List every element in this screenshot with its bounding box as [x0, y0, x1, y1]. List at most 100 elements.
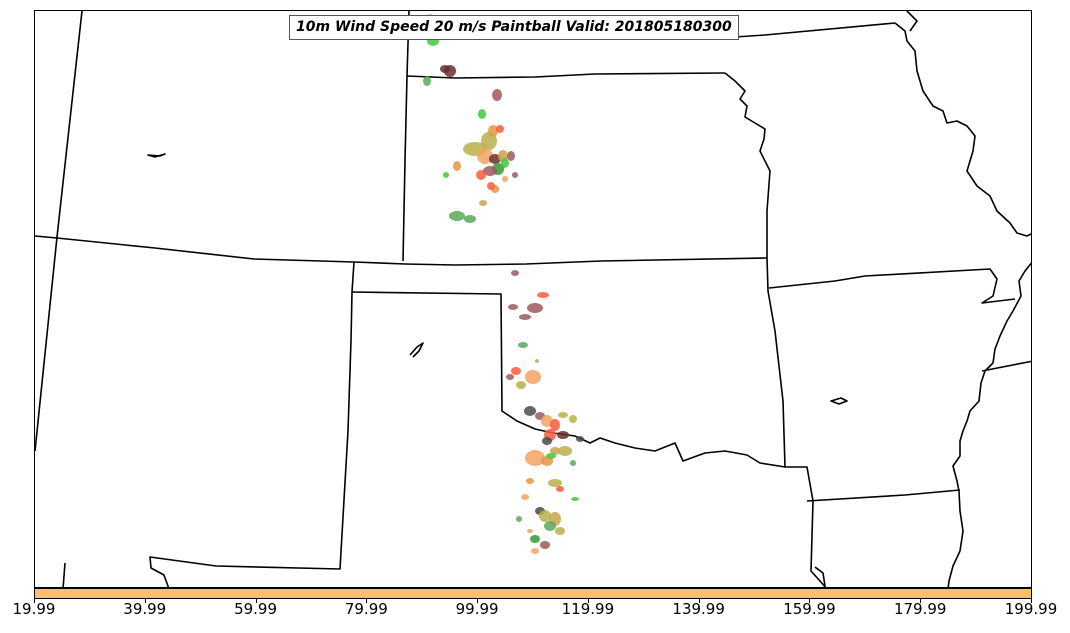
paintball-blob: [544, 521, 556, 531]
boundary-line: [894, 22, 1031, 237]
paintball-blob: [569, 415, 577, 423]
boundary-line: [724, 72, 771, 258]
boundary-line: [768, 268, 1016, 304]
paintball-blob: [540, 541, 550, 549]
colorbar-tick: [255, 599, 257, 603]
paintball-blob: [489, 154, 501, 164]
colorbar: [34, 588, 1032, 599]
paintball-blob: [479, 200, 487, 206]
paintball-blob: [531, 548, 539, 554]
colorbar-tick-label: 179.99: [893, 600, 947, 618]
paintball-blob: [477, 148, 493, 164]
boundary-line: [62, 562, 66, 587]
paintball-blob: [492, 89, 502, 101]
boundary-line: [35, 235, 768, 266]
paintball-blob: [527, 529, 533, 533]
paintball-blob: [542, 437, 552, 445]
boundary-line: [947, 262, 1031, 587]
colorbar-tick-label: 139.99: [672, 600, 725, 618]
paintball-blob: [557, 431, 569, 439]
paintball-blob: [508, 304, 518, 310]
paintball-layer: [422, 14, 584, 554]
paintball-blob: [541, 415, 553, 427]
paintball-blob: [453, 161, 461, 171]
paintball-blob: [512, 172, 518, 178]
boundary-line: [409, 342, 424, 358]
colorbar-tick-label: 19.99: [12, 600, 56, 618]
boundary-line: [147, 153, 166, 158]
colorbar-tick: [920, 599, 922, 603]
paintball-blob: [546, 453, 556, 459]
paintball-blob: [464, 215, 476, 223]
colorbar-tick: [698, 599, 700, 603]
boundary-line: [406, 72, 726, 79]
paintball-blob: [576, 436, 584, 442]
paintball-blob: [530, 535, 540, 543]
paintball-blob: [516, 381, 526, 389]
boundary-line: [981, 360, 1031, 372]
paintball-blob: [516, 516, 522, 522]
paintball-blob: [571, 497, 579, 501]
colorbar-tick-label: 99.99: [455, 600, 499, 618]
paintball-blob: [449, 211, 465, 221]
paintball-blob: [537, 292, 549, 298]
boundary-line: [351, 291, 786, 468]
paintball-blob: [555, 527, 565, 535]
colorbar-tick: [477, 599, 479, 603]
boundary-line: [830, 397, 848, 405]
paintball-blob: [527, 303, 543, 313]
colorbar-tick-label: 59.99: [234, 600, 278, 618]
colorbar-tick-label: 39.99: [123, 600, 167, 618]
paintball-blob: [521, 494, 529, 500]
boundary-line: [149, 261, 355, 587]
map-title: 10m Wind Speed 20 m/s Paintball Valid: 2…: [289, 15, 739, 40]
paintball-blob: [558, 412, 568, 418]
paintball-blob: [525, 370, 541, 384]
paintball-blob: [511, 367, 521, 375]
paintball-blob: [476, 170, 486, 180]
boundary-line: [402, 11, 410, 262]
paintball-blob: [502, 176, 508, 182]
paintball-blob: [525, 450, 545, 466]
paintball-blob: [440, 65, 450, 73]
paintball-blob: [487, 182, 495, 190]
colorbar-tick: [144, 599, 146, 603]
colorbar-tick: [587, 599, 589, 603]
colorbar-tick: [809, 599, 811, 603]
paintball-blob: [558, 446, 572, 456]
paintball-blob: [539, 510, 551, 522]
state-boundaries: [35, 11, 1031, 587]
paintball-blob: [478, 109, 486, 119]
colorbar-tick: [366, 599, 368, 603]
map-panel: [34, 10, 1032, 588]
paintball-blob: [423, 76, 431, 86]
boundary-line: [766, 257, 827, 587]
colorbar-tick-label: 119.99: [561, 600, 615, 618]
paintball-blob: [526, 478, 534, 484]
paintball-blob: [443, 172, 449, 178]
colorbar-tick: [34, 599, 35, 603]
boundary-line: [906, 11, 918, 32]
paintball-blob: [501, 158, 509, 168]
colorbar-tick-label: 199.99: [1004, 600, 1058, 618]
colorbar-tick-label: 159.99: [783, 600, 836, 618]
paintball-blob: [507, 151, 515, 161]
paintball-blob: [518, 342, 528, 348]
paintball-blob: [548, 479, 562, 487]
paintball-blob: [570, 460, 576, 466]
boundary-line: [35, 11, 83, 452]
paintball-blob: [496, 125, 504, 133]
colorbar-tick: [1031, 599, 1032, 603]
paintball-blob: [519, 314, 531, 320]
paintball-blob: [550, 447, 560, 455]
boundary-line: [806, 489, 961, 502]
paintball-blob: [506, 374, 514, 380]
map-canvas: [35, 11, 1031, 587]
paintball-blob: [550, 419, 560, 431]
paintball-blob: [483, 166, 497, 176]
paintball-blob: [511, 270, 519, 276]
colorbar-tick-label: 79.99: [344, 600, 388, 618]
paintball-blob: [535, 359, 539, 363]
boundary-line: [814, 566, 826, 587]
paintball-blob: [524, 406, 536, 416]
